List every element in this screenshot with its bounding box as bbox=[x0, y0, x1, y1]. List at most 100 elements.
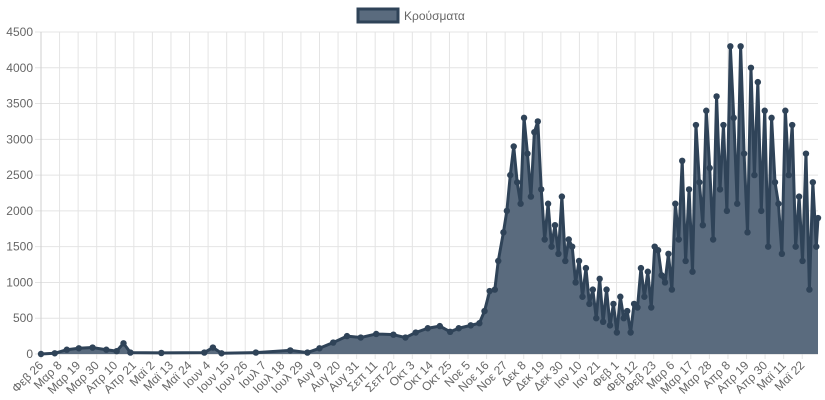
data-point bbox=[524, 150, 531, 157]
data-point bbox=[634, 304, 641, 311]
data-point bbox=[789, 121, 796, 129]
data-point bbox=[795, 193, 803, 200]
data-point bbox=[476, 320, 483, 327]
data-point bbox=[768, 114, 775, 122]
data-point bbox=[764, 243, 772, 250]
data-point bbox=[534, 118, 541, 125]
data-point bbox=[424, 325, 431, 332]
data-point bbox=[665, 250, 672, 258]
data-point bbox=[727, 43, 734, 50]
data-point bbox=[63, 346, 70, 353]
data-point bbox=[617, 293, 624, 300]
data-point bbox=[51, 350, 58, 357]
data-point bbox=[304, 349, 311, 356]
data-point bbox=[467, 322, 474, 329]
data-point bbox=[373, 330, 380, 338]
data-point bbox=[446, 328, 454, 336]
data-point bbox=[37, 350, 45, 358]
data-point bbox=[706, 164, 713, 172]
data-point bbox=[103, 346, 110, 353]
data-point bbox=[402, 334, 409, 341]
data-point bbox=[89, 344, 96, 351]
data-point bbox=[644, 268, 652, 275]
legend-swatch bbox=[356, 7, 400, 24]
data-point bbox=[544, 200, 552, 207]
data-point bbox=[582, 264, 590, 272]
data-point bbox=[737, 43, 744, 50]
data-point bbox=[507, 171, 514, 179]
data-point bbox=[696, 179, 703, 186]
data-point bbox=[723, 207, 731, 215]
data-point bbox=[120, 340, 127, 347]
data-point bbox=[330, 339, 337, 346]
data-point bbox=[565, 236, 572, 243]
legend: Κρούσματα bbox=[356, 7, 465, 24]
y-tick-label: 1500 bbox=[6, 240, 33, 254]
data-point bbox=[679, 157, 686, 164]
data-point bbox=[692, 121, 700, 129]
data-point bbox=[648, 304, 655, 311]
data-point bbox=[744, 229, 751, 236]
data-point bbox=[596, 275, 603, 283]
data-point bbox=[531, 128, 538, 136]
data-point bbox=[775, 200, 782, 207]
data-point bbox=[593, 315, 600, 322]
data-point bbox=[316, 345, 323, 352]
data-point bbox=[572, 279, 579, 286]
data-point bbox=[716, 186, 724, 193]
y-tick-label: 3000 bbox=[6, 132, 33, 146]
y-tick-label: 3500 bbox=[6, 97, 33, 111]
data-point bbox=[713, 93, 720, 100]
data-point bbox=[481, 307, 488, 315]
data-point bbox=[589, 286, 597, 293]
data-point bbox=[455, 325, 462, 332]
data-point bbox=[782, 107, 789, 114]
data-point bbox=[703, 107, 710, 114]
data-point bbox=[809, 179, 817, 186]
data-point bbox=[495, 257, 502, 265]
data-point bbox=[661, 279, 669, 286]
y-tick-label: 4000 bbox=[6, 61, 33, 75]
data-point bbox=[575, 257, 583, 265]
data-point bbox=[201, 349, 208, 356]
data-point bbox=[778, 250, 786, 258]
data-point bbox=[709, 236, 717, 243]
data-point bbox=[682, 257, 689, 265]
legend-label: Κρούσματα bbox=[404, 9, 465, 23]
data-point bbox=[814, 214, 822, 222]
y-tick-label: 2000 bbox=[6, 204, 33, 218]
data-point bbox=[562, 257, 569, 265]
data-point bbox=[754, 78, 762, 86]
data-point bbox=[586, 300, 593, 308]
y-tick-label: 500 bbox=[13, 311, 33, 325]
data-point bbox=[517, 200, 524, 207]
data-point bbox=[668, 286, 676, 293]
data-point bbox=[654, 247, 662, 254]
data-point bbox=[486, 287, 493, 295]
data-point bbox=[734, 200, 741, 207]
data-point bbox=[610, 300, 617, 308]
data-point bbox=[527, 193, 535, 200]
data-point bbox=[568, 243, 576, 250]
y-tick-label: 1000 bbox=[6, 275, 33, 289]
data-point bbox=[751, 171, 758, 179]
data-point bbox=[761, 107, 768, 114]
data-point bbox=[520, 114, 528, 122]
data-point bbox=[252, 349, 260, 356]
data-point bbox=[579, 293, 586, 300]
data-point bbox=[357, 334, 364, 341]
y-tick-label: 0 bbox=[26, 347, 33, 361]
data-point bbox=[603, 286, 610, 293]
data-point bbox=[555, 250, 562, 258]
data-point bbox=[491, 286, 499, 293]
data-point bbox=[551, 222, 559, 229]
data-point bbox=[672, 200, 679, 207]
data-point bbox=[813, 243, 820, 250]
data-point bbox=[343, 332, 351, 340]
data-point bbox=[730, 114, 737, 122]
data-point bbox=[806, 286, 813, 293]
data-point bbox=[627, 329, 634, 336]
data-point bbox=[758, 207, 765, 215]
data-point bbox=[218, 350, 225, 357]
